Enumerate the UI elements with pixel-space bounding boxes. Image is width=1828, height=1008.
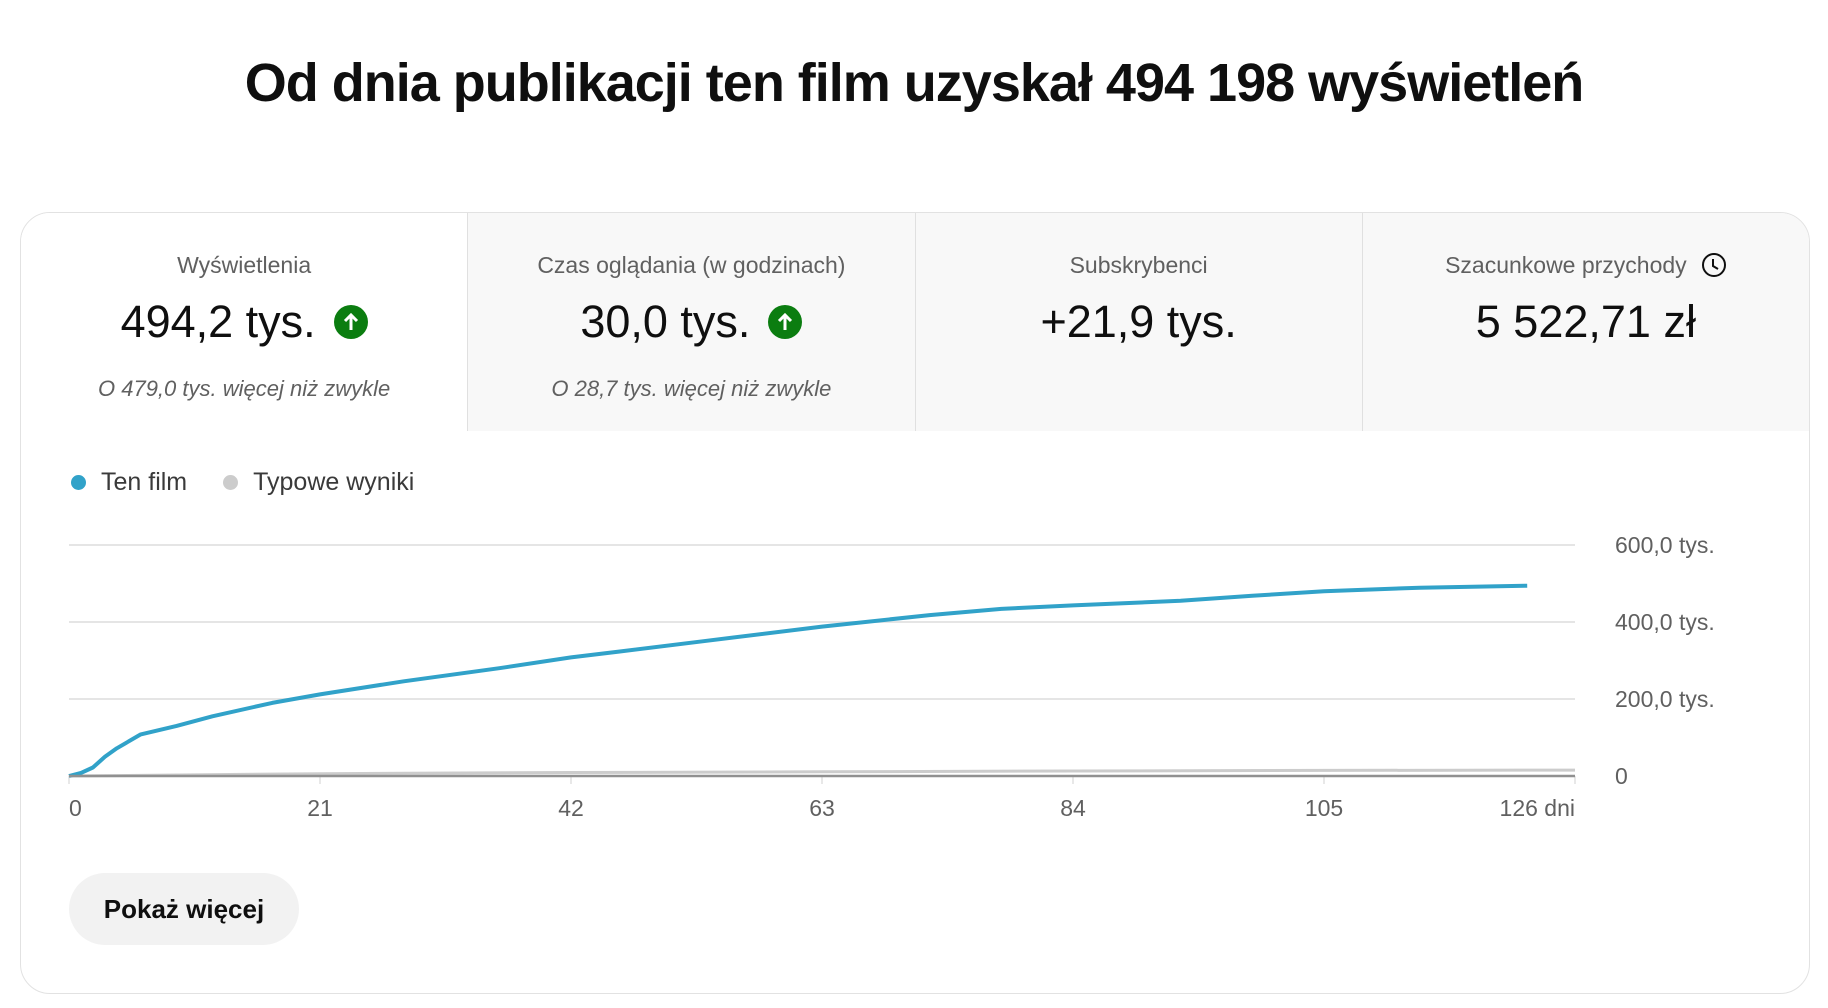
arrow-up-icon	[768, 305, 803, 339]
legend-dot	[71, 475, 86, 490]
tile-revenue[interactable]: Szacunkowe przychody 5 522,71 zł	[1361, 213, 1809, 431]
y-tick-label: 400,0 tys.	[1615, 609, 1715, 635]
chart-legend: Ten film Typowe wyniki	[71, 468, 414, 497]
x-tick-label: 105	[1305, 795, 1343, 821]
tile-label: Subskrybenci	[1069, 251, 1208, 278]
series-line-this-video	[68, 583, 1528, 778]
page-title: Od dnia publikacji ten film uzyskał 494 …	[244, 53, 1585, 113]
tile-comparison: O 479,0 tys. więcej niż zwykle	[98, 376, 391, 401]
metric-tiles: Wyświetlenia 494,2 tys. O 479,0 tys. wię…	[21, 213, 1809, 431]
legend-dot	[223, 475, 239, 490]
tile-comparison: O 28,7 tys. więcej niż zwykle	[551, 376, 832, 401]
tile-views[interactable]: Wyświetlenia 494,2 tys. O 479,0 tys. wię…	[21, 213, 468, 431]
y-tick-label: 0	[1615, 763, 1628, 789]
analytics-card: Wyświetlenia 494,2 tys. O 479,0 tys. wię…	[20, 212, 1810, 994]
tile-label: Szacunkowe przychody	[1445, 251, 1687, 278]
tile-value: 494,2 tys.	[120, 296, 316, 347]
tile-subscribers[interactable]: Subskrybenci +21,9 tys.	[914, 213, 1362, 431]
x-tick-label: 0	[69, 795, 82, 821]
legend-item-typical: Typowe wyniki	[223, 468, 414, 497]
x-tick-label: 84	[1060, 795, 1086, 821]
y-tick-label: 600,0 tys.	[1615, 532, 1715, 558]
x-tick-label: 42	[558, 795, 584, 821]
tile-value: 30,0 tys.	[580, 296, 751, 347]
tile-value: +21,9 tys.	[1040, 296, 1237, 347]
tile-watch-time[interactable]: Czas oglądania (w godzinach) 30,0 tys. O…	[467, 213, 915, 431]
arrow-up-icon	[333, 305, 368, 339]
x-tick-label: 126 dni	[1500, 795, 1575, 821]
tile-value: 5 522,71 zł	[1475, 296, 1696, 347]
legend-item-this-video: Ten film	[71, 468, 187, 497]
series-line-typical	[68, 768, 1576, 778]
tile-label: Wyświetlenia	[177, 251, 312, 278]
legend-label: Ten film	[101, 468, 188, 496]
x-tick-label: 63	[809, 795, 835, 821]
views-chart: 0 200,0 tys. 400,0 tys. 600,0 tys. 0 21 42 63 84…	[68, 532, 1715, 821]
clock-icon[interactable]	[1701, 252, 1727, 278]
show-more-button[interactable]: Pokaż więcej	[69, 873, 299, 945]
x-tick-label: 21	[307, 795, 333, 821]
legend-label: Typowe wyniki	[253, 468, 415, 496]
y-tick-label: 200,0 tys.	[1615, 686, 1715, 712]
tile-label: Czas oglądania (w godzinach)	[537, 251, 846, 278]
